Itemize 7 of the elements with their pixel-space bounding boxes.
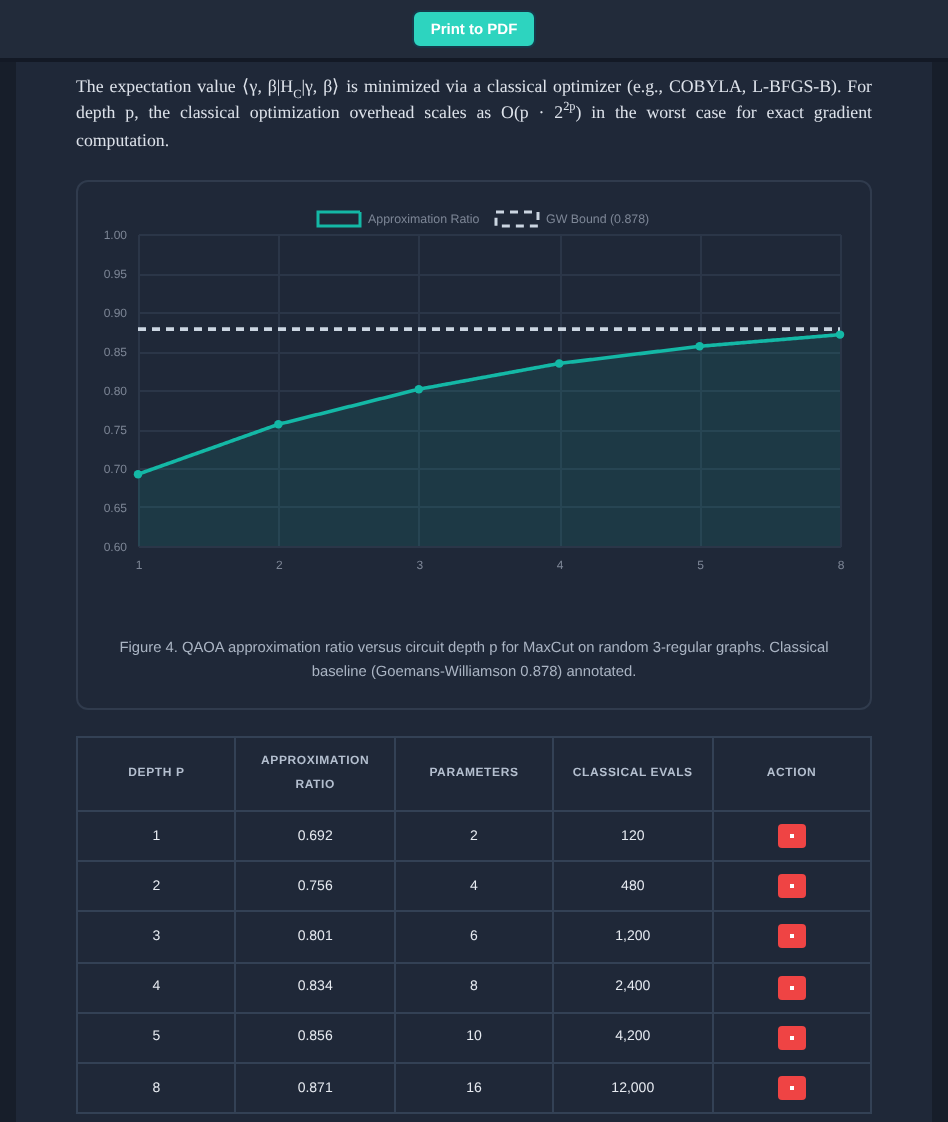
point: [835, 330, 845, 339]
text: The expectation value ⟨γ, β|H$_{C}$|γ, β⟩ is minimized via a classical optimizer (e.g., COBYLA, L-BFGS-B). For depth p, the classical optimization overhead scales as O(p · 2$^{2p}$) in the worst case for exact gradient computation.: [76, 76, 873, 150]
point: [695, 342, 704, 351]
point: [133, 470, 143, 479]
point: [554, 359, 564, 368]
point: [274, 420, 283, 429]
point: [414, 384, 424, 394]
